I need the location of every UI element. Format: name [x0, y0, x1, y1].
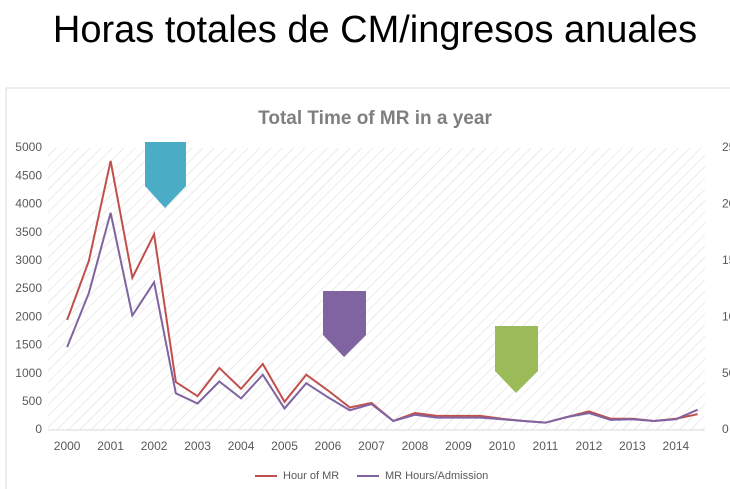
- slide-title: Horas totales de CM/ingresos anuales: [53, 9, 697, 51]
- x-tick-label: 2009: [445, 439, 472, 453]
- series-line: [66, 212, 699, 424]
- x-tick-label: 2004: [228, 439, 255, 453]
- y2-tick-label: 50: [722, 366, 730, 380]
- y-tick-label: 5000: [15, 140, 42, 154]
- x-tick-label: 2007: [358, 439, 385, 453]
- y-tick-label: 0: [35, 422, 42, 436]
- arrow-marker: [145, 142, 186, 208]
- y-tick-label: 2500: [15, 281, 42, 295]
- y2-tick-label: 100: [722, 309, 730, 323]
- y-tick-label: 4000: [15, 197, 42, 211]
- x-tick-label: 2013: [619, 439, 646, 453]
- x-tick-label: 2005: [271, 439, 298, 453]
- y-tick-label: 500: [22, 394, 42, 408]
- x-tick-label: 2010: [489, 439, 516, 453]
- x-tick-label: 2006: [315, 439, 342, 453]
- legend-label: Hour of MR: [283, 470, 339, 482]
- x-tick-label: 2014: [663, 439, 690, 453]
- x-tick-label: 2000: [54, 439, 81, 453]
- y2-tick-label: 150: [722, 253, 730, 267]
- plot: 0500100015002000250030003500400045005000…: [15, 140, 730, 482]
- legend-label: MR Hours/Admission: [385, 470, 488, 482]
- y-tick-label: 1000: [15, 366, 42, 380]
- y2-tick-label: 250: [722, 140, 730, 154]
- y-tick-label: 3500: [15, 225, 42, 239]
- x-tick-label: 2012: [576, 439, 603, 453]
- x-tick-label: 2003: [184, 439, 211, 453]
- y-tick-label: 2000: [15, 309, 42, 323]
- x-tick-label: 2001: [97, 439, 124, 453]
- plot-area: [48, 148, 705, 430]
- y2-tick-label: 0: [722, 422, 729, 436]
- x-tick-label: 2002: [141, 439, 168, 453]
- x-tick-label: 2011: [533, 439, 559, 453]
- arrow-marker: [495, 326, 538, 393]
- y-tick-label: 4500: [15, 168, 42, 182]
- y2-tick-label: 200: [722, 197, 730, 211]
- chart-title: Total Time of MR in a year: [258, 108, 492, 129]
- x-tick-label: 2008: [402, 439, 429, 453]
- arrow-marker: [323, 291, 366, 357]
- y-tick-label: 3000: [15, 253, 42, 267]
- y-tick-label: 1500: [15, 338, 42, 352]
